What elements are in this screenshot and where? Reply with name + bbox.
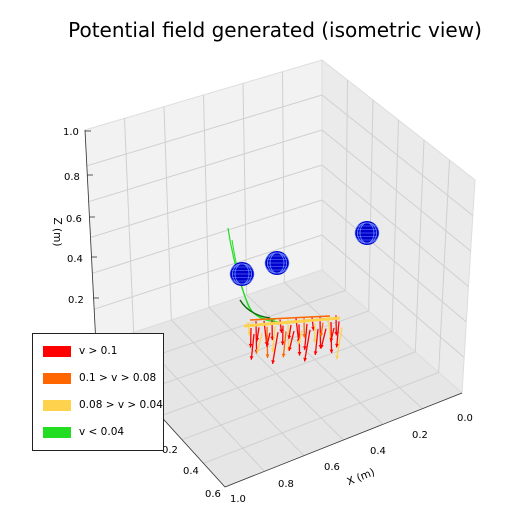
field-arrow-head <box>320 344 324 349</box>
legend-label: 0.1 > v > 0.08 <box>79 372 157 384</box>
potential-field <box>227 227 343 365</box>
field-arrow-head <box>287 335 292 339</box>
legend-swatch <box>43 399 71 411</box>
z-axis-line <box>84 129 97 346</box>
field-arrow-head <box>248 343 253 348</box>
trajectory-line <box>227 227 276 321</box>
field-arrow-head <box>288 346 292 351</box>
field-arrow-head <box>329 349 334 354</box>
grid-line <box>203 372 439 464</box>
z-tick-label: 0.6 <box>66 214 82 225</box>
field-arrow <box>335 327 343 360</box>
legend-item: v < 0.04 <box>43 425 124 439</box>
field-arrow-head <box>313 351 318 355</box>
z-tick-label: 1.0 <box>63 127 79 138</box>
field-arrow <box>271 332 279 365</box>
field-arrow-head <box>270 336 275 341</box>
legend-item: v > 0.1 <box>43 344 117 358</box>
field-arrow-head <box>265 354 270 358</box>
field-arrow-head <box>302 334 307 338</box>
x-tick-label: 0.8 <box>278 479 294 490</box>
z-tick-label: 0.4 <box>67 254 83 265</box>
field-arrow-head <box>256 349 260 354</box>
field-arrow-head <box>335 343 339 348</box>
field-arrow <box>335 321 340 348</box>
x-tick-label: 0.2 <box>412 430 428 441</box>
field-arrow-head <box>335 355 340 360</box>
field-arrow <box>250 333 255 360</box>
trajectory-line <box>239 299 271 319</box>
field-arrow-head <box>281 353 286 358</box>
z-tick-label: 0.2 <box>68 295 84 306</box>
grid-line <box>438 159 450 373</box>
field-arrow <box>319 316 322 349</box>
field-arrow <box>282 331 287 358</box>
legend-swatch <box>43 426 71 438</box>
field-band <box>243 316 341 328</box>
field-band <box>249 315 331 321</box>
x-axis-label: X (m) <box>345 466 376 488</box>
legend-item: 0.1 > v > 0.08 <box>43 371 156 385</box>
field-arrow-head <box>312 339 317 343</box>
obstacle-sphere <box>229 262 255 286</box>
field-arrow-head <box>271 348 275 353</box>
x-tick-label: 1.0 <box>230 494 246 505</box>
obstacle-sphere <box>264 251 290 275</box>
field-arrow <box>255 321 258 354</box>
legend: v > 0.1 0.1 > v > 0.08 0.08 > v > 0.04 v… <box>32 333 164 451</box>
field-arrow-head <box>280 341 285 346</box>
obstacle-sphere <box>354 221 380 245</box>
legend-label: v > 0.1 <box>79 345 118 357</box>
field-arrow <box>287 318 290 351</box>
field-arrow-head <box>334 331 339 336</box>
legend-label: v < 0.04 <box>79 426 125 438</box>
grid-line <box>282 71 285 283</box>
y-tick-label: 0.4 <box>183 466 199 477</box>
legend-swatch <box>43 372 71 384</box>
field-arrow <box>303 329 311 362</box>
field-arrow-head <box>329 338 334 342</box>
x-axis-line <box>224 392 463 488</box>
grid <box>86 71 474 472</box>
field-arrow-head <box>297 340 302 345</box>
obstacles <box>229 221 380 286</box>
field-arrow-head <box>271 360 276 364</box>
field-arrow-head <box>303 357 308 362</box>
legend-label: 0.08 > v > 0.04 <box>79 399 163 411</box>
field-arrow-head <box>249 356 254 360</box>
chart-title: Potential field generated (isometric vie… <box>68 18 482 42</box>
y-tick-label: 0.6 <box>205 489 221 500</box>
legend-item: 0.08 > v > 0.04 <box>43 398 163 412</box>
field-arrow-head <box>303 346 307 350</box>
field-arrow <box>271 326 276 353</box>
x-tick-label: 0.0 <box>457 413 473 424</box>
field-arrow-head <box>311 326 316 331</box>
z-axis-label: Z (m) <box>51 218 63 247</box>
field-arrow-head <box>279 329 284 333</box>
legend-swatch <box>43 345 71 357</box>
x-tick-label: 0.6 <box>324 462 340 473</box>
field-arrow-head <box>297 352 302 356</box>
field-arrow-head <box>265 342 270 347</box>
field-arrow <box>303 323 308 350</box>
x-tick-label: 0.4 <box>370 446 386 457</box>
trajectory-line <box>231 239 283 323</box>
field-arrow-head <box>247 331 252 336</box>
field-arrow-head <box>255 337 260 342</box>
z-tick-label: 0.8 <box>64 172 80 183</box>
y-tick-label: 0.2 <box>162 445 178 456</box>
field-arrow-head <box>319 332 324 337</box>
field-arrow <box>314 329 319 356</box>
